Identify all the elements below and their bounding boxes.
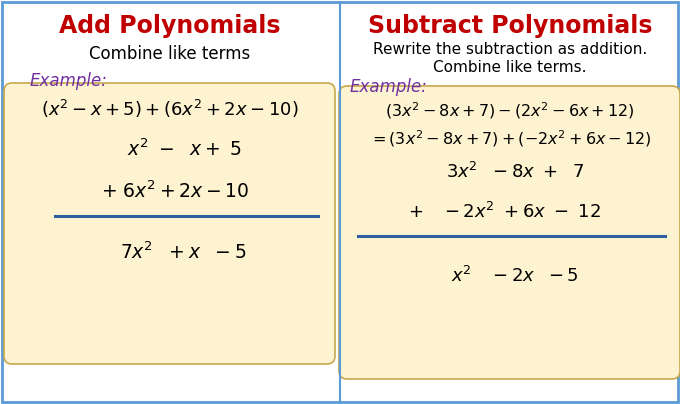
Text: Example:: Example:: [350, 78, 428, 96]
FancyBboxPatch shape: [339, 86, 680, 379]
FancyBboxPatch shape: [4, 83, 335, 364]
Text: Combine like terms: Combine like terms: [89, 45, 251, 63]
Text: $x^2\ -\ \ x+\ 5$: $x^2\ -\ \ x+\ 5$: [127, 138, 243, 160]
Text: $+\ \ \ -2x^2\ +6x\ -\ 12$: $+\ \ \ -2x^2\ +6x\ -\ 12$: [409, 202, 602, 222]
Text: $(x^2-x+5)+(6x^2+2x-10)$: $(x^2-x+5)+(6x^2+2x-10)$: [41, 98, 299, 120]
Text: $(3x^2-8x+7)-(2x^2-6x+12)$: $(3x^2-8x+7)-(2x^2-6x+12)$: [385, 101, 635, 121]
Text: Rewrite the subtraction as addition.: Rewrite the subtraction as addition.: [373, 42, 647, 57]
Text: Combine like terms.: Combine like terms.: [433, 59, 587, 74]
Text: $3x^2\ \ -8x\ +\ \ 7$: $3x^2\ \ -8x\ +\ \ 7$: [445, 162, 585, 182]
Text: Example:: Example:: [30, 72, 108, 90]
Text: $x^2\ \ \ -2x\ \ -5$: $x^2\ \ \ -2x\ \ -5$: [451, 266, 579, 286]
Text: Subtract Polynomials: Subtract Polynomials: [368, 14, 652, 38]
Text: $+\ 6x^2+2x-10$: $+\ 6x^2+2x-10$: [101, 180, 249, 202]
Text: Add Polynomials: Add Polynomials: [59, 14, 281, 38]
Text: $7x^2\ \ +x\ \ -5$: $7x^2\ \ +x\ \ -5$: [120, 241, 246, 263]
Text: $=(3x^2-8x+7)+(-2x^2+6x-12)$: $=(3x^2-8x+7)+(-2x^2+6x-12)$: [369, 128, 651, 149]
